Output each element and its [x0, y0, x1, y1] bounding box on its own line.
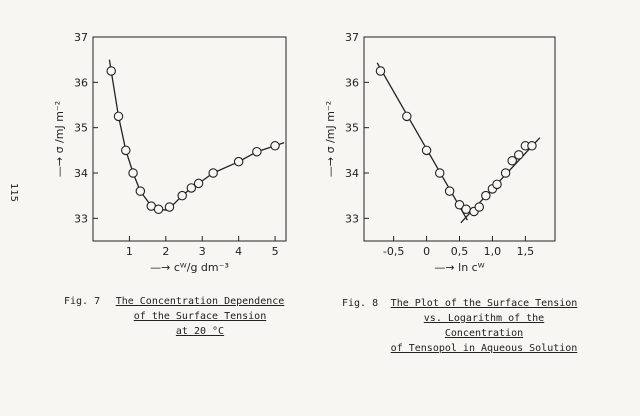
fig7-x-tick-label: 2 [162, 245, 169, 258]
fig8-data-point [375, 66, 386, 76]
fig7-x-tick-label: 3 [199, 245, 206, 258]
fig7-x-tick-label: 1 [126, 245, 133, 258]
fig8-caption-line: vs. Logarithm of the Concentration [423, 313, 545, 339]
fig8-plot-frame [363, 36, 556, 242]
fig7-data-point [135, 186, 146, 196]
fig7-data-point [233, 156, 244, 167]
fig8-chart: 33 34 35 36 37 -0,5 0 0,5 1,0 1,5 —→ ln cᵂ —→ σ /mJ… [324, 31, 556, 274]
fig8-x-axis-label: —→ ln cᵂ [434, 261, 484, 274]
fig8-y-tick-label: 36 [345, 76, 359, 89]
fig7-data-point [177, 190, 187, 201]
fig8-x-tick-label: 1,0 [484, 245, 502, 258]
fig8-data-point [454, 199, 465, 210]
fig7-data-point [164, 202, 175, 212]
fig8-caption-line: The Plot of the Surface Tension [390, 298, 578, 309]
fig7-data-point [252, 146, 262, 157]
fig8-data-point [434, 168, 445, 178]
fig7-y-tick-label: 33 [74, 212, 88, 225]
fig7-caption-line: at 20 °C [175, 326, 225, 337]
fig8-fit-line [376, 62, 468, 221]
fig8-x-tick-label: -0,5 [383, 245, 404, 258]
fig7-plot-frame [92, 36, 287, 242]
fig8-y-axis-label: —→ σ /mJ m⁻² [324, 101, 337, 177]
fig7-data-point [270, 141, 280, 151]
fig7-x-axis-label: —→ cᵂ/g dm⁻³ [150, 261, 229, 274]
fig7-data-point [153, 204, 164, 215]
fig7-y-axis-label: —→ σ /mJ m⁻² [53, 101, 66, 177]
fig7-y-tick-label: 37 [74, 31, 88, 44]
fig7-data-point [208, 168, 218, 178]
fig7-x-tick-label: 4 [235, 245, 242, 258]
fig8-caption-label: Fig. 8 [342, 298, 379, 309]
fig7-data-point [193, 178, 204, 189]
fig8-data-point [514, 150, 524, 160]
fig7-data-point [128, 168, 138, 178]
fig8-y-tick-label: 34 [345, 167, 359, 180]
fig7-data-point [121, 145, 131, 156]
fig8-data-point [474, 202, 485, 212]
fig7-y-tick-label: 35 [74, 122, 88, 135]
fig8-data-point [500, 168, 511, 178]
fig7-caption-line: of the Surface Tension [133, 311, 267, 322]
fig8-data-point [492, 179, 502, 190]
fig7-data-point [106, 66, 116, 76]
fig8-x-tick-label: 1,5 [517, 245, 535, 258]
fig7-data-point [113, 111, 124, 122]
fig7-caption: Fig. 7 The Concentration Dependence of t… [64, 294, 292, 339]
fig8-data-point [421, 145, 432, 156]
fig8-x-tick-label: 0 [423, 245, 430, 258]
fig8-data-point [527, 141, 537, 151]
fig8-caption-line: of Tensopol in Aqueous Solution [390, 343, 578, 354]
fig8-y-tick-label: 35 [345, 122, 359, 135]
fig8-data-point [402, 111, 412, 122]
fig7-x-tick-label: 5 [272, 245, 279, 258]
fig8-y-tick-label: 33 [345, 212, 359, 225]
fig8-x-tick-label: 0,5 [451, 245, 469, 258]
page-number: 115 [8, 182, 20, 203]
fig8-data-point [444, 186, 455, 196]
fig8-data-point [481, 190, 491, 201]
fig7-data-point [186, 183, 197, 193]
fig8-y-tick-label: 37 [345, 31, 359, 44]
fig7-y-tick-label: 36 [74, 76, 88, 89]
fig7-caption-line: The Concentration Dependence [115, 296, 285, 307]
fig7-caption-label: Fig. 7 [64, 296, 101, 307]
fig8-caption: Fig. 8 The Plot of the Surface Tension v… [342, 296, 580, 356]
fig7-y-tick-label: 34 [74, 167, 88, 180]
fig8-data-point [461, 204, 471, 215]
fig8-data-point [507, 156, 517, 166]
